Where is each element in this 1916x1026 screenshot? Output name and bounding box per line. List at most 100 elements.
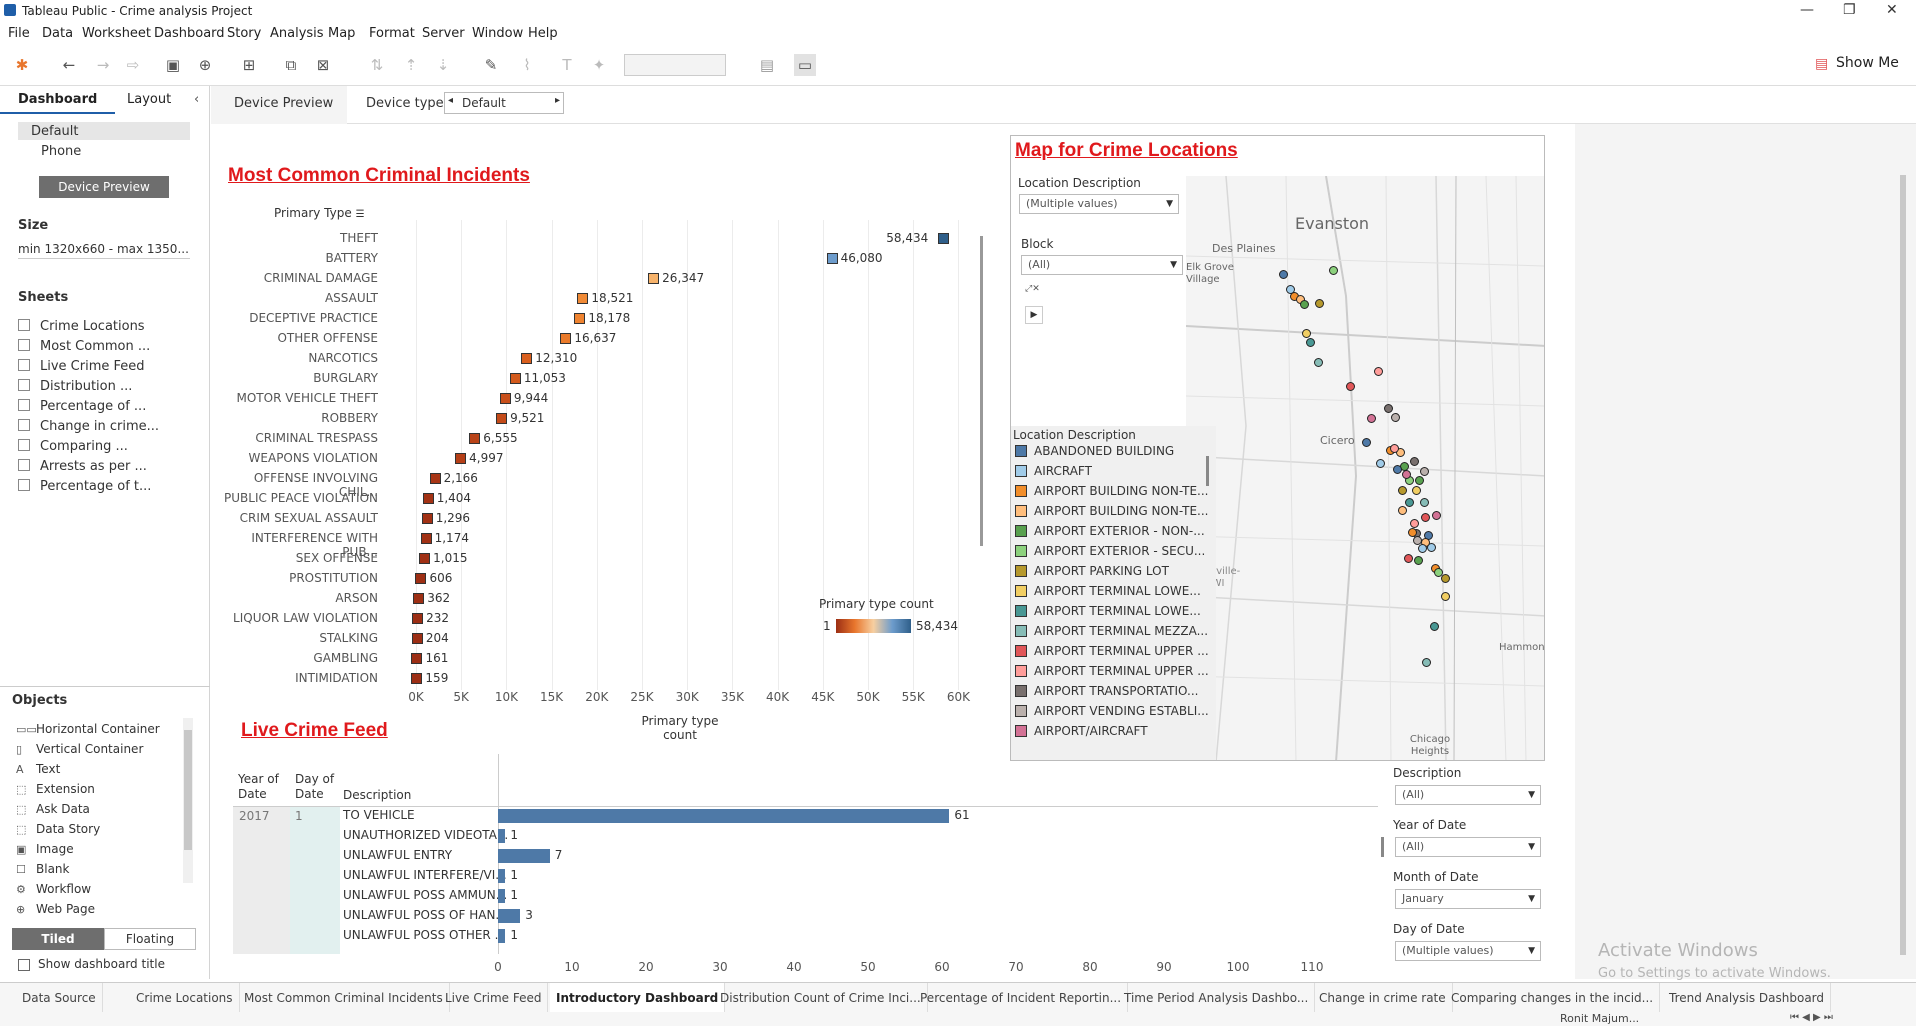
menu-window[interactable]: Window <box>472 26 524 41</box>
clear-icon[interactable]: ⊠ <box>316 56 330 74</box>
sheet-tab[interactable]: Live Crime Feed <box>439 983 549 1013</box>
bar-mark[interactable] <box>560 333 572 344</box>
show-me-button[interactable]: Show Me <box>1836 55 1899 71</box>
crime-location-marker[interactable] <box>1420 498 1429 507</box>
canvas-scrollbar[interactable] <box>1900 175 1906 955</box>
legend-scrollbar[interactable] <box>1206 456 1209 486</box>
bar-mark[interactable] <box>496 413 508 424</box>
filter-dropdown[interactable]: (Multiple values) ▼ <box>1395 941 1541 961</box>
crime-location-marker[interactable] <box>1315 299 1324 308</box>
legend-item[interactable]: AIRPORT TERMINAL UPPER ... <box>1015 644 1209 664</box>
bar-mark[interactable] <box>411 673 423 684</box>
legend-item[interactable]: AIRPORT TERMINAL LOWE... <box>1015 584 1201 604</box>
legend-item[interactable]: AIRPORT TERMINAL UPPER ... <box>1015 664 1209 684</box>
sheet-item[interactable]: Comparing ... <box>18 439 198 459</box>
bar-mark[interactable] <box>411 653 423 664</box>
crime-location-marker[interactable] <box>1414 556 1423 565</box>
legend-item[interactable]: AIRPORT BUILDING NON-TE... <box>1015 504 1208 524</box>
replay-icon[interactable]: ⇨ <box>126 56 140 74</box>
sheet-item[interactable]: Crime Locations <box>18 319 198 339</box>
nav-arrows-icon[interactable]: ⏮ ◀ ▶ ⏭ <box>1790 1012 1833 1023</box>
close-icon[interactable]: ✕ <box>1886 2 1898 18</box>
bar-mark[interactable] <box>415 573 427 584</box>
crime-location-marker[interactable] <box>1302 329 1311 338</box>
crime-location-marker[interactable] <box>1441 592 1450 601</box>
bar-mark[interactable] <box>413 593 425 604</box>
sort-asc-icon[interactable]: ⇡ <box>404 56 418 74</box>
tiled-toggle[interactable]: Tiled <box>12 928 104 950</box>
bar-mark[interactable] <box>429 473 441 484</box>
crime-location-marker[interactable] <box>1410 519 1419 528</box>
bar-mark[interactable] <box>499 393 511 404</box>
crime-location-marker[interactable] <box>1427 543 1436 552</box>
sheet-item[interactable]: Live Crime Feed <box>18 359 198 379</box>
bar-mark[interactable] <box>648 273 660 284</box>
bar-mark[interactable] <box>509 373 521 384</box>
device-preview-button[interactable]: Device Preview <box>39 176 169 198</box>
sheet-item[interactable]: Percentage of ... <box>18 399 198 419</box>
legend-item[interactable]: AIRPORT TERMINAL MEZZA... <box>1015 624 1208 644</box>
presentation-icon[interactable]: ▭ <box>794 54 816 76</box>
crime-location-marker[interactable] <box>1374 367 1383 376</box>
tab-dashboard[interactable]: Dashboard <box>18 92 98 107</box>
device-type-select[interactable]: ◂ Default ▸ <box>444 92 564 114</box>
filter-dropdown[interactable]: (All) ▼ <box>1395 837 1541 857</box>
crime-location-marker[interactable] <box>1390 444 1399 453</box>
tab-layout[interactable]: Layout <box>127 92 172 107</box>
size-dropdown[interactable]: min 1320x660 - max 1350... <box>18 242 189 256</box>
menu-help[interactable]: Help <box>528 26 558 41</box>
crime-location-marker[interactable] <box>1432 511 1441 520</box>
crime-location-marker[interactable] <box>1405 498 1414 507</box>
new-sheet-icon[interactable]: ⊞ <box>242 56 256 74</box>
feed-bar[interactable] <box>498 809 950 823</box>
fit-dropdown[interactable] <box>624 54 726 76</box>
crime-location-marker[interactable] <box>1430 622 1439 631</box>
object-item[interactable]: ▭▭Horizontal Container <box>16 722 160 736</box>
sheet-tab[interactable]: Data Source <box>16 983 103 1013</box>
crime-location-marker[interactable] <box>1404 554 1413 563</box>
sheet-item[interactable]: Most Common ... <box>18 339 198 359</box>
crime-location-marker[interactable] <box>1441 574 1450 583</box>
object-item[interactable]: A Text <box>16 762 60 776</box>
sheet-item[interactable]: Arrests as per ... <box>18 459 198 479</box>
object-item[interactable]: ⬚ Data Story <box>16 822 100 836</box>
bar-mark[interactable] <box>422 493 434 504</box>
feed-bar[interactable] <box>498 889 506 903</box>
device-preview-tab[interactable]: Device Preview <box>234 96 334 111</box>
crime-location-marker[interactable] <box>1398 506 1407 515</box>
sheet-item[interactable]: Percentage of t... <box>18 479 198 499</box>
bar-mark[interactable] <box>455 453 467 464</box>
sheet-tab[interactable]: Crime Locations <box>130 983 240 1013</box>
tableau-home-icon[interactable]: ✱ <box>15 56 29 74</box>
group-icon[interactable]: ⌇ <box>523 56 531 74</box>
bar-mark[interactable] <box>469 433 481 444</box>
crime-location-marker[interactable] <box>1300 300 1309 309</box>
crime-location-marker[interactable] <box>1314 358 1323 367</box>
sort-desc-icon[interactable]: ⇣ <box>436 56 450 74</box>
feed-bar[interactable] <box>498 929 506 943</box>
legend-item[interactable]: AIRPORT TERMINAL LOWE... <box>1015 604 1201 624</box>
collapse-icon[interactable]: ‹ <box>194 92 200 107</box>
feed-bar[interactable] <box>498 849 550 863</box>
new-datasource-icon[interactable]: ⊕ <box>198 56 212 74</box>
object-item[interactable]: ▯ Vertical Container <box>16 742 143 756</box>
bar-mark[interactable] <box>938 233 950 244</box>
crime-location-marker[interactable] <box>1306 338 1315 347</box>
sheet-item[interactable]: Distribution ... <box>18 379 198 399</box>
sheet-tab[interactable]: Distribution Count of Crime Inci... <box>714 983 928 1013</box>
crime-location-marker[interactable] <box>1408 528 1417 537</box>
menu-worksheet[interactable]: Worksheet <box>82 26 152 41</box>
crime-location-marker[interactable] <box>1384 404 1393 413</box>
legend-item[interactable]: ABANDONED BUILDING <box>1015 444 1174 464</box>
crime-location-marker[interactable] <box>1398 486 1407 495</box>
crime-location-marker[interactable] <box>1329 266 1338 275</box>
crime-location-marker[interactable] <box>1418 544 1427 553</box>
map-canvas[interactable]: Evanston Des Plaines Elk Grove Village C… <box>1186 176 1544 760</box>
crime-location-marker[interactable] <box>1376 459 1385 468</box>
legend-item[interactable]: AIRPORT VENDING ESTABLI... <box>1015 704 1209 724</box>
crime-location-marker[interactable] <box>1410 457 1419 466</box>
show-cards-icon[interactable]: ▤ <box>759 56 775 74</box>
object-item[interactable]: ⚙ Workflow <box>16 882 91 896</box>
bar-mark[interactable] <box>419 553 431 564</box>
object-item[interactable]: ⊕ Web Page <box>16 902 95 916</box>
